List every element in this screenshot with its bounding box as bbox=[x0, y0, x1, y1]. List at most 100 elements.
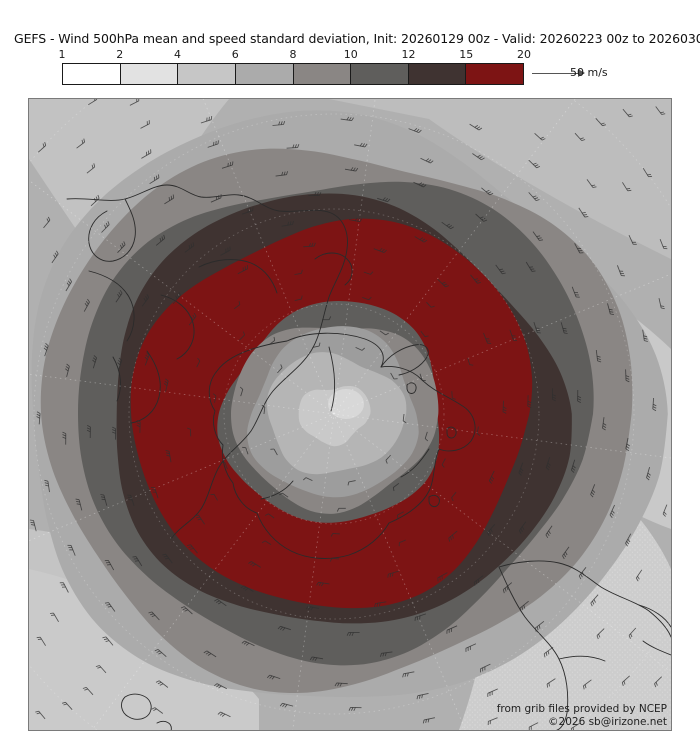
wind-barb-feather bbox=[144, 356, 148, 360]
wind-barb-feather bbox=[488, 480, 492, 484]
wind-barb-feather bbox=[419, 237, 424, 241]
wind-barb-feather bbox=[308, 242, 311, 247]
wind-barb-feather bbox=[112, 426, 116, 429]
wind-barb-feather bbox=[159, 683, 164, 686]
wind-barb-feather bbox=[479, 156, 483, 159]
wind-barb-feather bbox=[95, 665, 100, 668]
wind-barb-feather bbox=[329, 558, 333, 562]
map-canvas[interactable] bbox=[29, 99, 671, 730]
wind-barb-feather bbox=[534, 627, 537, 632]
wind-barb-feather bbox=[184, 609, 189, 612]
wind-barb-feather bbox=[146, 352, 150, 356]
wind-barb bbox=[224, 462, 228, 470]
wind-barb bbox=[590, 484, 596, 495]
wind-barb-feather bbox=[337, 682, 340, 687]
wind-barb-feather bbox=[548, 530, 551, 535]
wind-barb-feather bbox=[65, 366, 69, 369]
wind-barb bbox=[488, 470, 495, 481]
wind-barb-feather bbox=[502, 411, 507, 414]
wind-barb bbox=[90, 198, 100, 207]
wind-barb bbox=[188, 316, 197, 326]
wind-barb-feather bbox=[207, 653, 212, 656]
wind-barb-feather bbox=[521, 526, 525, 531]
wind-barb bbox=[44, 345, 49, 357]
wind-barb-feather bbox=[93, 198, 96, 202]
wind-barb bbox=[595, 349, 599, 361]
wind-barb bbox=[503, 582, 513, 590]
wind-barb bbox=[590, 594, 599, 604]
wind-barb-feather bbox=[531, 270, 536, 272]
wind-barb-feather bbox=[56, 250, 59, 255]
wind-barb-feather bbox=[527, 403, 532, 406]
wind-barb bbox=[38, 413, 41, 425]
colorbar-tick-10: 10 bbox=[343, 48, 358, 61]
wind-barb bbox=[282, 492, 289, 498]
wind-barb bbox=[402, 413, 405, 421]
wind-barb-feather bbox=[217, 711, 221, 715]
wind-barb-feather bbox=[136, 420, 141, 423]
wind-barb-feather bbox=[421, 694, 423, 699]
wind-barb bbox=[86, 166, 95, 174]
wind-barb bbox=[349, 219, 360, 223]
wind-barb bbox=[622, 675, 630, 683]
wind-barb-feather bbox=[476, 433, 481, 436]
wind-barb-feather bbox=[392, 487, 395, 492]
wind-barb-feather bbox=[218, 685, 222, 689]
wind-barb-feather bbox=[87, 298, 90, 303]
wind-barb-feather bbox=[487, 191, 492, 194]
wind-barb bbox=[518, 521, 527, 531]
wind-barb bbox=[480, 663, 491, 670]
wind-barb-feather bbox=[379, 653, 382, 657]
wind-barb-feather bbox=[382, 652, 385, 657]
wind-barb-feather bbox=[244, 587, 249, 591]
wind-barb-feather bbox=[572, 727, 574, 730]
wind-barb-feather bbox=[584, 216, 589, 218]
wind-barb-feather bbox=[61, 701, 66, 704]
wind-barb-feather bbox=[287, 221, 290, 226]
map-panel[interactable]: from grib files provided by NCEP ©2026 s… bbox=[28, 98, 672, 731]
wind-barb-feather bbox=[647, 173, 651, 176]
wind-barb-feather bbox=[217, 601, 222, 605]
wind-barb bbox=[76, 141, 85, 149]
wind-barb bbox=[495, 264, 503, 275]
wind-barb bbox=[362, 297, 369, 301]
wind-barb-feather bbox=[31, 524, 35, 526]
wind-barb bbox=[33, 520, 37, 532]
wind-barb-feather bbox=[591, 491, 595, 496]
wind-barb bbox=[210, 197, 222, 203]
wind-barb-feather bbox=[188, 546, 193, 548]
wind-barb-feather bbox=[188, 245, 191, 249]
colorbar-tick-12: 12 bbox=[401, 48, 416, 61]
colorbar-cell-1 bbox=[120, 64, 179, 84]
wind-barb-feather bbox=[418, 182, 423, 186]
wind-barb-feather bbox=[370, 271, 374, 275]
wind-barb-feather bbox=[165, 378, 169, 382]
wind-barb-feather bbox=[282, 627, 286, 631]
wind-barb-feather bbox=[190, 243, 193, 248]
wind-barb-feather bbox=[562, 327, 567, 330]
wind-barb-feather bbox=[62, 436, 66, 439]
colorbar-tick-1: 1 bbox=[58, 48, 66, 61]
wind-barb-feather bbox=[520, 468, 524, 472]
wind-barb-feather bbox=[663, 511, 667, 515]
wind-barb-feather bbox=[519, 470, 523, 474]
wind-barb-feather bbox=[592, 489, 596, 493]
wind-barb-feather bbox=[164, 380, 168, 384]
wind-barb-feather bbox=[190, 547, 194, 550]
wind-barb bbox=[571, 286, 577, 298]
wind-barb bbox=[70, 545, 76, 556]
wind-barb-feather bbox=[661, 113, 666, 115]
wind-barb bbox=[373, 248, 385, 253]
wind-barb-feather bbox=[581, 571, 585, 576]
wind-barb-feather bbox=[348, 707, 351, 711]
wind-barb-feather bbox=[44, 482, 49, 485]
wind-barb bbox=[529, 722, 539, 728]
wind-barb-feather bbox=[279, 492, 283, 496]
colorbar-cell-0 bbox=[63, 64, 121, 84]
wind-barb bbox=[543, 646, 554, 655]
wind-barb-feather bbox=[216, 684, 220, 688]
wind-barb bbox=[437, 572, 448, 579]
wind-barb bbox=[397, 511, 404, 516]
wind-barb-feather bbox=[153, 176, 156, 181]
wind-barb bbox=[659, 239, 665, 249]
